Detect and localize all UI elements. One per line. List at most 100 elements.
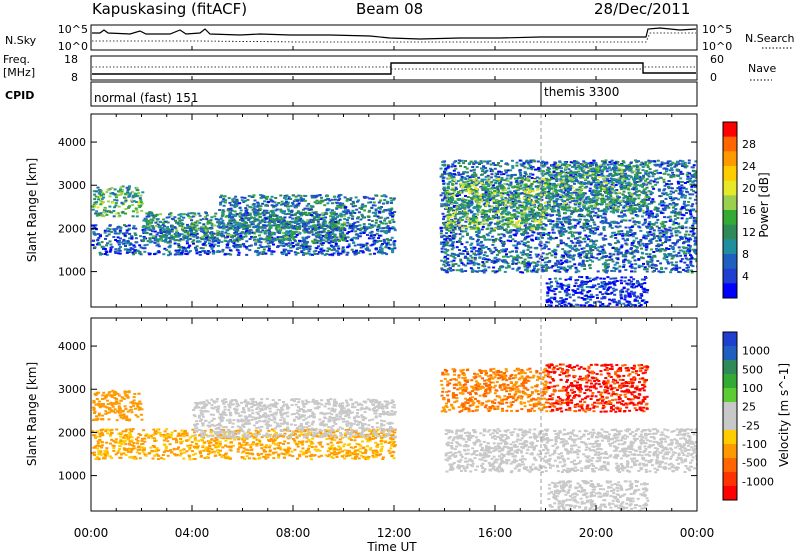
power-echo-cell — [658, 231, 662, 234]
power-echo-cell — [520, 240, 524, 243]
power-echo-cell — [516, 242, 520, 245]
power-echo-cell — [391, 218, 395, 221]
power-echo-cell — [608, 252, 612, 255]
power-echo-cell — [465, 171, 469, 174]
power-echo-cell — [282, 226, 286, 229]
power-echo-cell — [206, 253, 210, 255]
power-echo-cell — [547, 213, 551, 216]
power-echo-cell — [208, 222, 212, 224]
power-echo-cell — [591, 219, 595, 221]
power-echo-cell — [242, 236, 246, 238]
power-echo-cell — [377, 210, 381, 213]
power-echo-cell — [529, 262, 533, 265]
power-echo-cell — [263, 200, 267, 203]
power-echo-cell — [331, 239, 335, 242]
power-echo-cell — [171, 224, 175, 227]
power-echo-cell — [311, 233, 315, 236]
power-echo-cell — [292, 245, 296, 247]
power-echo-cell — [188, 235, 192, 238]
power-echo-cell — [316, 228, 320, 231]
power-echo-cell — [292, 200, 296, 203]
power-echo-cell — [286, 201, 290, 204]
power-echo-cell — [230, 204, 234, 207]
power-echo-cell — [300, 211, 303, 214]
power-echo-cell — [559, 220, 563, 223]
power-echo-cell — [148, 237, 152, 240]
power-echo-cell — [194, 234, 198, 237]
power-echo-cell — [351, 224, 355, 227]
power-echo-cell — [601, 194, 604, 197]
power-echo-cell — [393, 240, 397, 243]
power-echo-cell — [492, 266, 496, 269]
power-echo-cell — [337, 222, 341, 225]
power-echo-cell — [327, 198, 331, 200]
power-echo-cell — [523, 221, 527, 224]
power-echo-cell — [345, 219, 349, 222]
power-echo-cell — [199, 247, 203, 250]
power-echo-cell — [504, 196, 508, 199]
power-echo-cell — [695, 220, 697, 223]
power-echo-cell — [273, 222, 277, 225]
power-echo-cell — [311, 240, 315, 243]
power-echo-cell — [502, 173, 506, 176]
power-echo-cell — [347, 216, 351, 219]
power-echo-cell — [279, 208, 283, 211]
power-echo-cell — [446, 220, 450, 223]
power-echo-cell — [300, 219, 304, 222]
power-echo-cell — [102, 215, 106, 218]
power-echo-cell — [356, 228, 360, 231]
power-echo-cell — [220, 230, 224, 233]
power-echo-cell — [313, 229, 317, 232]
power-echo-cell — [113, 206, 117, 209]
power-echo-cell — [342, 227, 346, 229]
power-echo-cell — [163, 231, 167, 233]
power-echo-cell — [248, 212, 252, 215]
power-echo-cell — [236, 236, 240, 239]
power-echo-cell — [131, 248, 135, 251]
power-echo-cell — [136, 189, 140, 192]
power-echo-cell — [480, 270, 484, 273]
power-echo-cell — [445, 241, 449, 244]
power-echo-cell — [320, 196, 323, 199]
power-echo-cell — [265, 238, 269, 241]
power-echo-cell — [476, 238, 480, 241]
power-echo-cell — [535, 271, 539, 274]
power-echo-cell — [496, 206, 499, 209]
power-echo-cell — [213, 215, 217, 218]
power-echo-cell — [338, 206, 342, 209]
power-echo-cell — [311, 228, 315, 231]
power-echo-cell — [656, 218, 660, 221]
power-echo-cell — [148, 253, 152, 256]
power-echo-cell — [269, 214, 272, 216]
power-echo-cell — [593, 223, 597, 226]
power-echo-cell — [662, 201, 666, 204]
power-echo-cell — [282, 218, 286, 221]
power-echo-cell — [669, 203, 673, 206]
power-echo-cell — [689, 262, 693, 265]
power-echo-cell — [235, 200, 239, 203]
power-echo-cell — [513, 173, 517, 176]
power-echo-cell — [440, 267, 444, 270]
power-echo-cell — [111, 192, 115, 194]
power-echo-cell — [541, 252, 545, 255]
power-echo-cell — [607, 222, 611, 225]
power-echo-cell — [608, 205, 612, 208]
power-echo-cell — [658, 171, 662, 174]
power-echo-cell — [142, 224, 146, 227]
power-echo-cell — [604, 219, 608, 222]
power-echo-cell — [678, 249, 682, 252]
power-echo-cell — [661, 212, 665, 215]
power-echo-cell — [327, 241, 331, 244]
power-echo-cell — [138, 244, 142, 247]
power-echo-cell — [575, 231, 579, 234]
power-echo-cell — [387, 246, 391, 249]
cpid-panel: CPID normal (fast) 151 themis 3300 — [5, 81, 698, 107]
power-echo-cell — [143, 229, 147, 232]
power-echo-cell — [654, 267, 658, 270]
power-echo-cell — [672, 250, 676, 253]
power-echo-cell — [128, 237, 132, 240]
power-echo-cell — [567, 231, 571, 234]
power-echo-cell — [465, 234, 469, 236]
power-echo-cell — [101, 193, 105, 196]
power-echo-cell — [570, 235, 574, 238]
